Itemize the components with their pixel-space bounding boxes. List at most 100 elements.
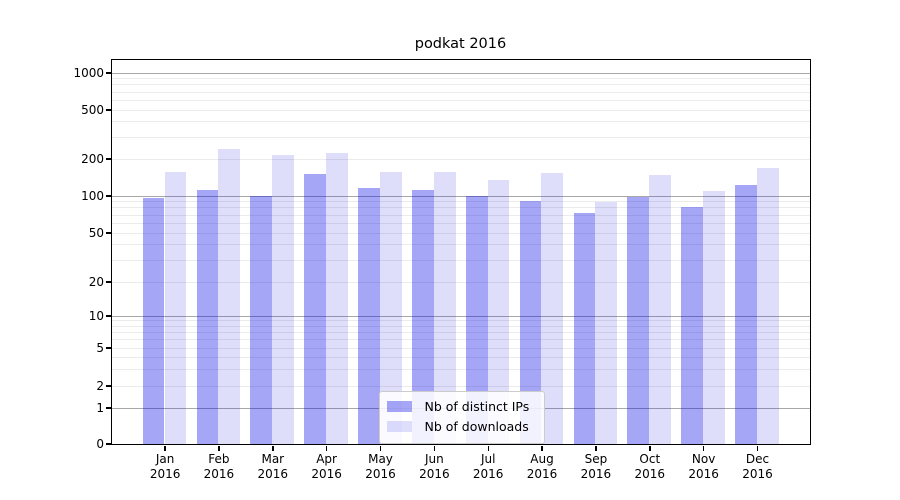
x-axis-year: 2016	[634, 467, 666, 481]
x-axis-month: Feb	[208, 452, 230, 466]
x-axis-month: Oct	[639, 452, 661, 466]
x-axis-year: 2016	[257, 467, 289, 481]
x-axis-year: 2016	[742, 467, 773, 481]
gridline-minor	[111, 385, 810, 387]
legend-row: Nb of downloads	[386, 417, 536, 437]
x-axis-year: 2016	[365, 467, 396, 481]
x-axis-year: 2016	[311, 467, 342, 481]
x-axis-month: Mar	[261, 452, 285, 466]
gridline-minor	[111, 339, 810, 341]
x-axis-tick-label: Sep 2016	[564, 452, 628, 482]
bar-distinct-ips-may	[358, 187, 380, 444]
x-axis-year: 2016	[149, 467, 181, 481]
bar-downloads-feb	[218, 149, 241, 444]
y-axis-tick	[106, 232, 112, 234]
x-axis-tick	[272, 445, 274, 451]
gridline-minor	[111, 325, 810, 327]
gridline-minor	[111, 109, 810, 111]
gridline-minor	[111, 232, 810, 234]
y-axis-tick	[106, 315, 112, 317]
x-axis-month: Jul	[480, 452, 496, 466]
x-axis-month: Aug	[530, 452, 554, 466]
y-axis-tick	[106, 72, 112, 74]
x-axis-tick	[702, 445, 705, 451]
x-axis-month: Jan	[155, 452, 175, 466]
x-axis-month: May	[368, 452, 393, 466]
legend-label-downloads: Nb of downloads	[424, 419, 529, 434]
y-axis-tick-label: 1000	[73, 66, 104, 81]
legend-swatch-downloads	[386, 421, 412, 432]
gridline-minor	[111, 259, 810, 261]
x-axis-tick-label: Jul 2016	[456, 452, 520, 482]
y-axis-tick-label: 0	[96, 437, 104, 452]
bar-distinct-ips-feb	[196, 190, 219, 444]
x-axis-tick-label: Dec 2016	[726, 452, 790, 482]
x-axis-year: 2016	[203, 467, 235, 481]
bar-distinct-ips-apr	[304, 173, 327, 444]
gridline-minor	[111, 201, 810, 203]
x-axis-month: Jun	[425, 452, 444, 466]
y-axis-tick	[106, 443, 112, 445]
gridline-minor	[111, 281, 810, 283]
gridline-minor	[111, 158, 810, 160]
x-axis-tick-label: Aug 2016	[510, 452, 574, 482]
gridline-major	[111, 315, 810, 317]
bar-distinct-ips-jan	[142, 198, 165, 444]
bar-downloads-jul	[487, 179, 510, 444]
x-axis-month: Nov	[691, 452, 716, 466]
bar-distinct-ips-jul	[465, 195, 488, 444]
bar-distinct-ips-jun	[411, 189, 434, 444]
x-axis-tick-label: Feb 2016	[187, 452, 251, 482]
x-axis-tick-label: Jan 2016	[133, 452, 197, 482]
x-axis-year: 2016	[526, 467, 558, 481]
gridline-minor	[111, 222, 810, 224]
y-axis-tick	[106, 109, 112, 111]
bar-distinct-ips-mar	[250, 195, 273, 444]
x-axis-tick-label: Apr 2016	[295, 452, 359, 482]
y-axis-tick	[106, 195, 112, 197]
x-axis-year: 2016	[688, 467, 719, 481]
y-axis-tick	[106, 385, 112, 387]
gridline-minor	[111, 91, 810, 93]
y-axis-tick-label: 500	[81, 103, 104, 118]
bar-distinct-ips-nov	[681, 207, 703, 444]
y-axis-tick-label: 10	[88, 309, 104, 324]
bar-downloads-apr	[326, 152, 348, 444]
y-axis-tick	[106, 347, 112, 349]
x-axis-tick	[756, 445, 759, 451]
bar-distinct-ips-dec	[735, 184, 757, 444]
y-axis-tick	[106, 407, 112, 409]
x-axis-tick-label: Nov 2016	[672, 452, 736, 482]
bar-downloads-jan	[164, 172, 187, 444]
gridline-minor	[111, 214, 810, 216]
x-axis-month: Sep	[584, 452, 608, 466]
x-axis-tick-label: Mar 2016	[241, 452, 305, 482]
y-axis-tick	[106, 158, 112, 160]
y-axis-tick-label: 5	[96, 341, 104, 356]
gridline-minor	[111, 78, 810, 80]
gridline-minor	[111, 121, 810, 123]
x-axis-year: 2016	[472, 467, 504, 481]
bar-downloads-sep	[595, 202, 618, 444]
legend-label-distinct-ips: Nb of distinct IPs	[424, 399, 530, 414]
bar-distinct-ips-oct	[627, 196, 650, 444]
gridline-major	[111, 195, 810, 197]
x-axis-year: 2016	[580, 467, 612, 481]
x-axis-tick	[218, 445, 220, 451]
x-axis-tick-label: Oct 2016	[618, 452, 682, 482]
legend: Nb of distinct IPs Nb of downloads	[378, 390, 545, 444]
y-axis-tick-label: 2	[96, 379, 104, 394]
gridline-minor	[111, 332, 810, 333]
x-axis-month: Apr	[316, 452, 337, 466]
bar-downloads-mar	[272, 154, 294, 444]
y-axis-tick	[106, 281, 112, 283]
x-axis-tick	[433, 445, 436, 451]
x-axis-tick-label: Jun 2016	[402, 452, 466, 482]
gridline-minor	[111, 244, 810, 246]
x-axis-month: Dec	[745, 452, 770, 466]
bar-distinct-ips-sep	[573, 213, 596, 444]
bar-downloads-dec	[756, 168, 779, 444]
bar-downloads-nov	[703, 191, 725, 444]
gridline-minor	[111, 84, 810, 86]
